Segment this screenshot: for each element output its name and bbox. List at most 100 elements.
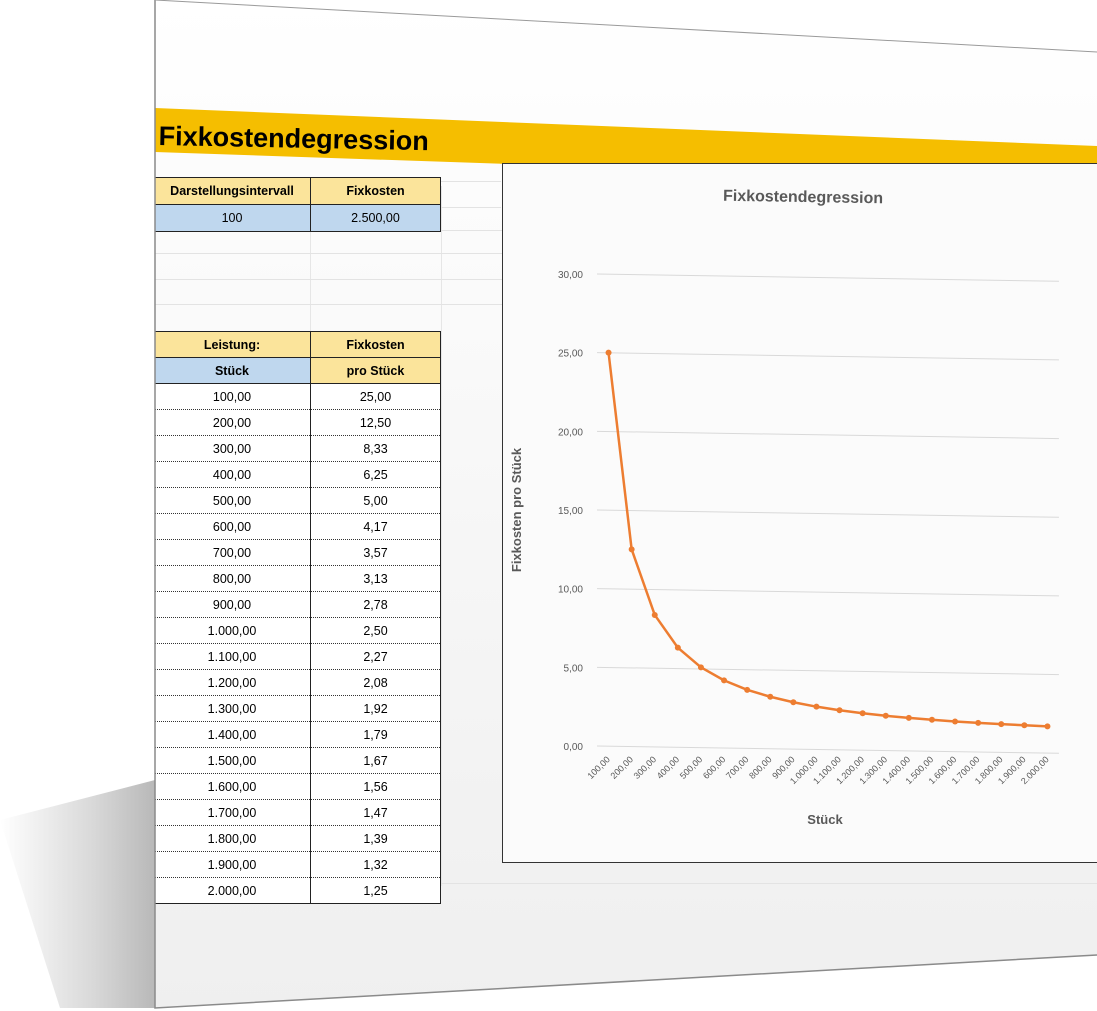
stueck-cell[interactable]: 800,00	[155, 565, 311, 592]
fixkosten-pro-stueck-cell[interactable]: 2,08	[310, 669, 441, 696]
table-row: 1.900,00 1,32	[155, 851, 441, 878]
data-table: Leistung: Fixkosten Stück pro Stück 100,…	[155, 331, 441, 904]
fixkosten-pro-stueck-cell[interactable]: 25,00	[310, 383, 441, 410]
stueck-cell[interactable]: 1.600,00	[155, 773, 311, 800]
data-point	[928, 716, 935, 723]
stueck-cell[interactable]: 100,00	[155, 383, 311, 410]
data-point	[998, 721, 1005, 728]
fixkosten-pro-stueck-cell[interactable]: 6,25	[310, 461, 441, 488]
table-row: 400,00 6,25	[155, 461, 441, 488]
stueck-cell[interactable]: 1.000,00	[155, 617, 311, 644]
data-point	[1021, 722, 1028, 729]
fixkosten-pro-stueck-cell[interactable]: 1,47	[310, 799, 441, 826]
y-tick-label: 20,00	[558, 427, 583, 438]
leistung-header: Leistung:	[155, 331, 311, 358]
fixkosten-pro-stueck-cell[interactable]: 2,27	[310, 643, 441, 670]
fixkosten-pro-stueck-cell[interactable]: 2,50	[310, 617, 441, 644]
table-row: 1.200,00 2,08	[155, 669, 441, 696]
data-point	[813, 703, 820, 710]
table-row: 900,00 2,78	[155, 591, 441, 618]
pro-stueck-header: pro Stück	[310, 357, 441, 384]
fixkosten-header-top: Fixkosten	[310, 331, 441, 358]
stueck-cell[interactable]: 1.300,00	[155, 695, 311, 722]
stueck-cell[interactable]: 1.900,00	[155, 851, 311, 878]
fixkosten-pro-stueck-cell[interactable]: 8,33	[310, 435, 441, 462]
x-tick-label: 500,00	[678, 754, 705, 781]
fixkosten-pro-stueck-cell[interactable]: 4,17	[310, 513, 441, 540]
fixkosten-pro-stueck-cell[interactable]: 1,67	[310, 747, 441, 774]
fixkosten-value-cell[interactable]: 2.500,00	[310, 204, 441, 232]
x-axis-label: Stück	[807, 812, 843, 827]
stueck-cell[interactable]: 700,00	[155, 539, 311, 566]
interval-header: Darstellungsintervall	[155, 177, 311, 205]
stueck-cell[interactable]: 500,00	[155, 487, 311, 514]
x-tick-label: 200,00	[609, 754, 636, 781]
x-tick-label: 600,00	[701, 754, 728, 781]
stueck-cell[interactable]: 400,00	[155, 461, 311, 488]
table-row: 100,00 25,00	[155, 383, 441, 410]
y-tick-label: 5,00	[564, 663, 584, 674]
data-point	[1044, 723, 1051, 730]
stueck-cell[interactable]: 1.500,00	[155, 747, 311, 774]
fixkosten-pro-stueck-cell[interactable]: 1,39	[310, 825, 441, 852]
grid-line	[155, 279, 502, 280]
table-row: 1.400,00 1,79	[155, 721, 441, 748]
table-row: 1.800,00 1,39	[155, 825, 441, 852]
fixkosten-pro-stueck-cell[interactable]: 1,92	[310, 695, 441, 722]
chart-area[interactable]: Fixkostendegression 0,00 5,00 10,00 15,00 20,…	[502, 163, 1097, 863]
y-tick-label: 25,00	[558, 349, 583, 360]
stueck-cell[interactable]: 900,00	[155, 591, 311, 618]
data-point	[905, 714, 912, 721]
line-chart: Fixkostendegression 0,00 5,00 10,00 15,00 20,…	[509, 188, 1059, 827]
fixkosten-pro-stueck-cell[interactable]: 1,25	[310, 877, 441, 904]
data-point	[882, 712, 889, 719]
fixkosten-pro-stueck-cell[interactable]: 1,56	[310, 773, 441, 800]
table-row: 500,00 5,00	[155, 487, 441, 514]
data-point	[975, 719, 982, 726]
fixkosten-pro-stueck-cell[interactable]: 1,32	[310, 851, 441, 878]
stueck-cell[interactable]: 1.700,00	[155, 799, 311, 826]
interval-value-cell[interactable]: 100	[155, 204, 311, 232]
data-point	[628, 546, 635, 553]
stueck-cell[interactable]: 600,00	[155, 513, 311, 540]
data-point	[952, 718, 959, 725]
data-point	[836, 707, 843, 714]
fixkosten-pro-stueck-cell[interactable]: 12,50	[310, 409, 441, 436]
table-row: 1.500,00 1,67	[155, 747, 441, 774]
data-point	[651, 611, 658, 618]
grid-line	[441, 186, 442, 886]
stueck-cell[interactable]: 300,00	[155, 435, 311, 462]
stueck-cell[interactable]: 1.800,00	[155, 825, 311, 852]
data-point	[605, 349, 612, 356]
data-point	[744, 686, 751, 693]
data-point	[859, 710, 866, 717]
sheet-title: Fixkostendegression	[158, 121, 430, 157]
stueck-cell[interactable]: 2.000,00	[155, 877, 311, 904]
table-row: 300,00 8,33	[155, 435, 441, 462]
y-axis-label: Fixkosten pro Stück	[509, 447, 524, 572]
stueck-cell[interactable]: 1.100,00	[155, 643, 311, 670]
data-point	[790, 699, 797, 706]
gridline	[596, 273, 1059, 282]
fixkosten-pro-stueck-cell[interactable]: 3,13	[310, 565, 441, 592]
stueck-cell[interactable]: 200,00	[155, 409, 311, 436]
chart-title: Fixkostendegression	[723, 188, 883, 208]
y-tick-label: 10,00	[558, 585, 583, 596]
fixkosten-pro-stueck-cell[interactable]: 5,00	[310, 487, 441, 514]
table-row: 1.100,00 2,27	[155, 643, 441, 670]
fixkosten-pro-stueck-cell[interactable]: 3,57	[310, 539, 441, 566]
x-tick-label: 700,00	[724, 754, 751, 781]
stueck-cell[interactable]: 1.200,00	[155, 669, 311, 696]
fixkosten-pro-stueck-cell[interactable]: 1,79	[310, 721, 441, 748]
series-line	[607, 352, 1048, 728]
grid-line	[155, 304, 502, 305]
stueck-cell[interactable]: 1.400,00	[155, 721, 311, 748]
table-row: 2.000,00 1,25	[155, 877, 441, 904]
x-tick-label: 800,00	[747, 754, 774, 781]
fixkosten-pro-stueck-cell[interactable]: 2,78	[310, 591, 441, 618]
gridline	[596, 588, 1059, 597]
data-point	[767, 693, 774, 700]
gridline	[596, 352, 1059, 361]
table-row: 1.700,00 1,47	[155, 799, 441, 826]
